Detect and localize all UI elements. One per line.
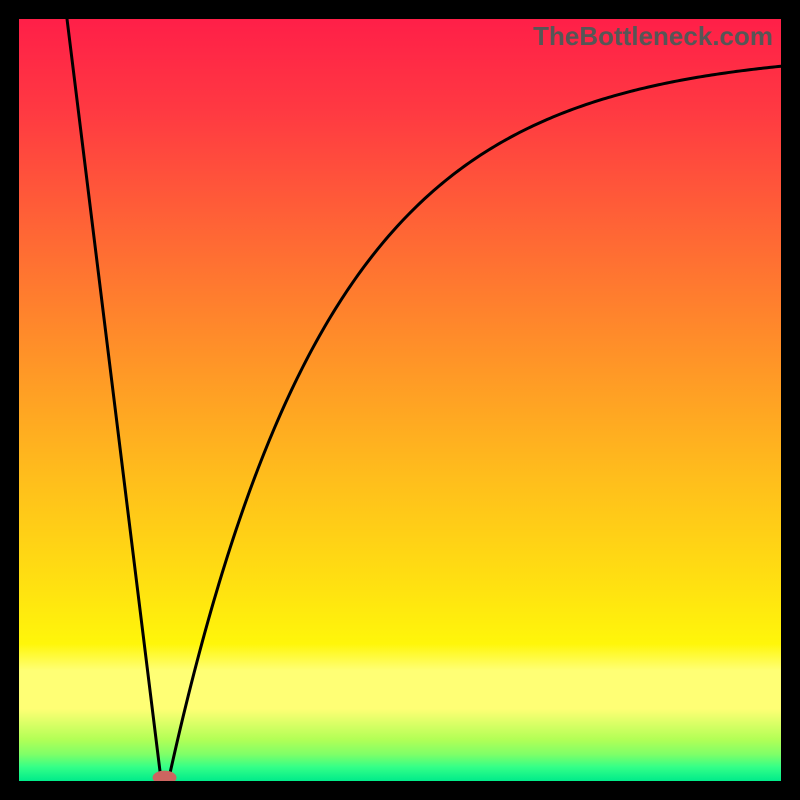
plot-area: TheBottleneck.com [19,19,781,781]
watermark-text: TheBottleneck.com [533,21,773,52]
bottleneck-marker [153,771,177,781]
chart-container: TheBottleneck.com [0,0,800,800]
bottleneck-curve [19,19,781,781]
